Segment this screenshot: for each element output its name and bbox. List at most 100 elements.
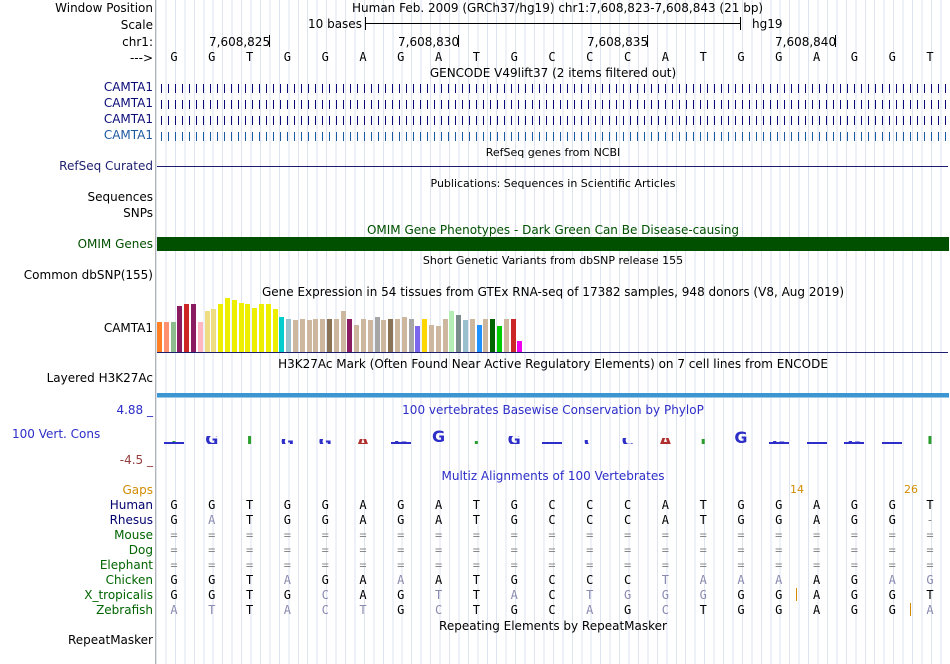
- gencode-item-label-2[interactable]: CAMTA1: [103, 96, 153, 110]
- gtex-tissue-bar[interactable]: [503, 319, 509, 352]
- gtex-chart[interactable]: [156, 298, 950, 354]
- gtex-tissue-bar[interactable]: [191, 304, 196, 352]
- gencode-item-3[interactable]: [157, 116, 948, 125]
- gtex-tissue-bar[interactable]: [245, 304, 251, 352]
- gtex-tissue-bar[interactable]: [415, 326, 421, 352]
- gtex-tissue-bar[interactable]: [184, 304, 190, 352]
- gtex-tissue-bar[interactable]: [374, 317, 380, 352]
- gtex-tissue-bar[interactable]: [354, 325, 360, 352]
- gencode-item-2[interactable]: [157, 100, 948, 109]
- gencode-item-4[interactable]: [157, 132, 948, 141]
- gtex-tissue-bar[interactable]: [320, 319, 326, 352]
- multiz-title[interactable]: Multiz Alignments of 100 Vertebrates: [441, 469, 665, 483]
- gencode-item-label-4[interactable]: CAMTA1: [103, 128, 153, 142]
- gtex-tissue-bar[interactable]: [395, 319, 400, 352]
- omim-gene-bar[interactable]: [157, 237, 949, 251]
- gtex-tissue-bar[interactable]: [435, 326, 441, 352]
- gtex-tissue-bar[interactable]: [163, 322, 169, 352]
- gtex-tissue-bar[interactable]: [401, 317, 407, 352]
- species-label[interactable]: Elephant: [99, 558, 153, 572]
- gtex-tissue-bar[interactable]: [483, 319, 489, 352]
- dbsnp-label[interactable]: Common dbSNP(155): [23, 268, 153, 282]
- gtex-label[interactable]: CAMTA1: [103, 321, 153, 335]
- gtex-tissue-bar[interactable]: [367, 320, 373, 352]
- gencode-item-label-1[interactable]: CAMTA1: [103, 80, 153, 94]
- assembly-position[interactable]: Human Feb. 2009 (GRCh37/hg19) chr1:7,608…: [352, 1, 764, 15]
- gtex-tissue-bar[interactable]: [490, 319, 496, 352]
- gtex-tissue-bar[interactable]: [259, 304, 264, 352]
- gencode-item-label-3[interactable]: CAMTA1: [103, 112, 153, 126]
- gtex-tissue-bar[interactable]: [306, 320, 312, 352]
- gtex-tissue-bar[interactable]: [408, 319, 414, 352]
- cons-label[interactable]: 100 Vert. Cons: [12, 427, 101, 441]
- gtex-tissue-bar[interactable]: [463, 320, 468, 352]
- gtex-tissue-bar[interactable]: [197, 322, 203, 352]
- gtex-tissue-bar[interactable]: [327, 319, 332, 352]
- gtex-tissue-bar[interactable]: [204, 311, 210, 352]
- gtex-tissue-bar[interactable]: [517, 341, 523, 352]
- species-label[interactable]: X_tropicalis: [84, 588, 153, 602]
- gtex-tissue-bar[interactable]: [476, 325, 482, 352]
- sequences-label[interactable]: Sequences: [87, 190, 153, 204]
- omim-label[interactable]: OMIM Genes: [77, 237, 153, 251]
- gtex-tissue-bar[interactable]: [388, 319, 394, 352]
- gtex-tissue-bar[interactable]: [422, 319, 428, 352]
- gtex-tissue-bar[interactable]: [449, 311, 455, 352]
- repeat-title[interactable]: Repeating Elements by RepeatMasker: [439, 619, 667, 633]
- gtex-tissue-bar[interactable]: [347, 319, 353, 352]
- h3k27ac-signal[interactable]: [157, 393, 949, 397]
- repeat-label[interactable]: RepeatMasker: [67, 633, 153, 647]
- species-label[interactable]: Mouse: [114, 528, 153, 542]
- gtex-tissue-bar[interactable]: [313, 319, 319, 352]
- gtex-tissue-bar[interactable]: [429, 325, 434, 352]
- h3k27ac-title[interactable]: H3K27Ac Mark (Often Found Near Active Re…: [278, 357, 828, 371]
- gtex-tissue-bar[interactable]: [497, 326, 502, 352]
- species-label[interactable]: Human: [109, 498, 153, 512]
- gtex-tissue-bar[interactable]: [286, 319, 292, 352]
- cons-logo[interactable]: TGTGGAGGTGCCATGGGT: [156, 428, 950, 468]
- gtex-tissue-bar[interactable]: [225, 298, 230, 352]
- gtex-tissue-bar[interactable]: [211, 309, 217, 352]
- gtex-tissue-bar[interactable]: [381, 320, 387, 352]
- gtex-tissue-bar[interactable]: [340, 311, 346, 352]
- gtex-tissue-bar[interactable]: [299, 319, 305, 352]
- gtex-tissue-bar[interactable]: [265, 304, 271, 352]
- refseq-gene-line[interactable]: [157, 166, 948, 167]
- cons-logo-letter: G: [313, 439, 337, 444]
- publications-title[interactable]: Publications: Sequences in Scientific Ar…: [430, 177, 676, 190]
- gtex-tissue-bar[interactable]: [442, 319, 448, 352]
- refseq-label[interactable]: RefSeq Curated: [59, 159, 153, 173]
- gtex-title[interactable]: Gene Expression in 54 tissues from GTEx …: [261, 285, 845, 299]
- omim-title[interactable]: OMIM Gene Phenotypes - Dark Green Can Be…: [366, 223, 740, 237]
- gtex-tissue-bar[interactable]: [510, 319, 516, 352]
- cons-title[interactable]: 100 vertebrates Basewise Conservation by…: [402, 403, 704, 417]
- aligned-base: =: [623, 558, 632, 572]
- gtex-tissue-bar[interactable]: [157, 322, 162, 352]
- gtex-tissue-bar[interactable]: [177, 306, 183, 352]
- gtex-tissue-bar[interactable]: [456, 315, 462, 352]
- gtex-tissue-bar[interactable]: [293, 320, 298, 352]
- gencode-item-1[interactable]: [157, 84, 948, 93]
- gencode-title[interactable]: GENCODE V49lift37 (2 items filtered out): [429, 66, 677, 80]
- gtex-tissue-bar[interactable]: [231, 300, 237, 352]
- gtex-tissue-bar[interactable]: [469, 319, 475, 352]
- gtex-tissue-bar[interactable]: [279, 317, 285, 352]
- gtex-tissue-bar[interactable]: [252, 308, 258, 352]
- gtex-tissue-bar[interactable]: [170, 322, 176, 352]
- h3k27ac-label[interactable]: Layered H3K27Ac: [46, 371, 153, 385]
- reference-base: G: [888, 50, 896, 64]
- gtex-tissue-bar[interactable]: [238, 303, 244, 352]
- snps-label[interactable]: SNPs: [123, 206, 153, 220]
- gtex-tissue-bar[interactable]: [361, 319, 366, 352]
- aligned-base: G: [283, 513, 291, 527]
- refseq-title[interactable]: RefSeq genes from NCBI: [485, 146, 621, 159]
- species-label[interactable]: Rhesus: [109, 513, 153, 527]
- dbsnp-title[interactable]: Short Genetic Variants from dbSNP releas…: [422, 254, 684, 267]
- gtex-tissue-bar[interactable]: [218, 304, 224, 352]
- gtex-tissue-bar[interactable]: [333, 319, 339, 352]
- aligned-base: G: [850, 498, 858, 512]
- species-label[interactable]: Dog: [128, 543, 153, 557]
- species-label[interactable]: Chicken: [105, 573, 153, 587]
- species-label[interactable]: Zebrafish: [96, 603, 153, 617]
- gtex-tissue-bar[interactable]: [272, 309, 278, 352]
